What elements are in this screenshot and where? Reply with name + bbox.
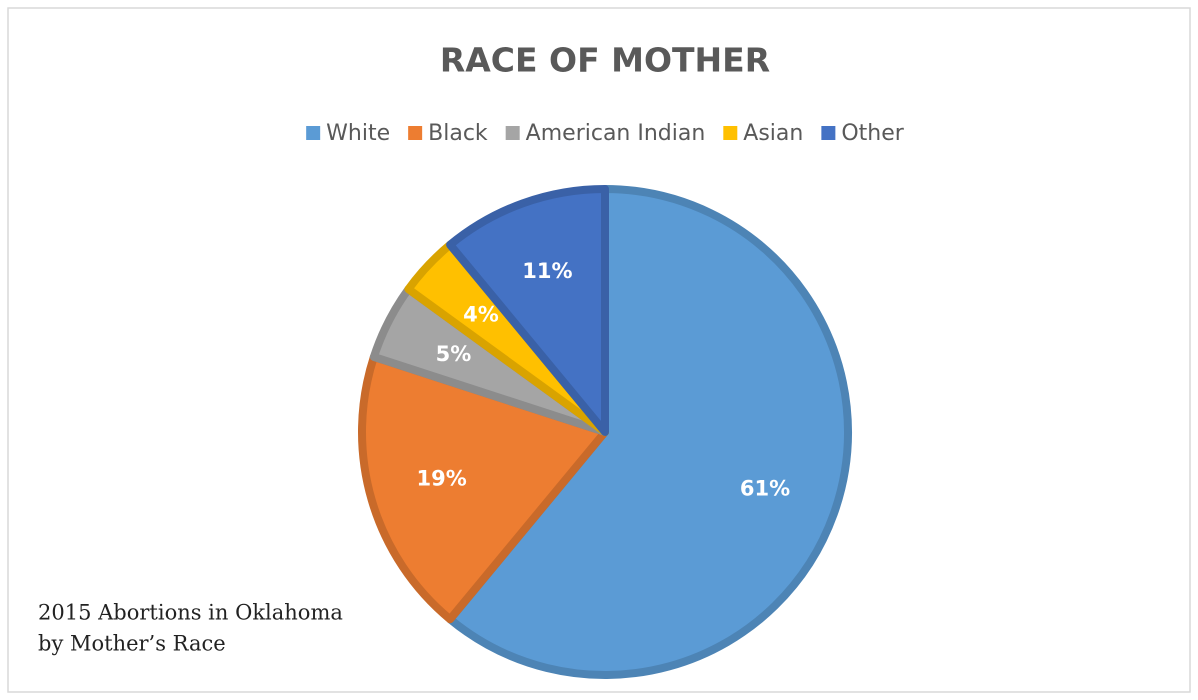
legend-label: Black <box>428 121 488 146</box>
data-label: 5% <box>436 342 472 366</box>
legend-label: White <box>326 121 390 146</box>
legend-swatch <box>723 126 738 140</box>
legend-swatch <box>821 126 836 140</box>
data-label: 4% <box>463 303 499 327</box>
legend-swatch <box>505 126 520 140</box>
legend-label: American Indian <box>526 121 706 146</box>
chart-title: RACE OF MOTHER <box>440 41 770 80</box>
legend-swatch <box>408 126 423 140</box>
annotation: 2015 Abortions in Oklahoma <box>38 601 343 625</box>
data-label: 11% <box>522 259 572 283</box>
pie-slice <box>446 185 609 436</box>
pie-slice <box>446 185 852 679</box>
legend-swatch <box>306 126 321 140</box>
pie-slice <box>358 352 609 624</box>
data-label: 61% <box>740 477 790 501</box>
data-label: 19% <box>417 466 467 490</box>
legend-label: Asian <box>743 121 803 146</box>
legend-label: Other <box>841 121 904 146</box>
annotation: by Mother’s Race <box>38 632 226 656</box>
